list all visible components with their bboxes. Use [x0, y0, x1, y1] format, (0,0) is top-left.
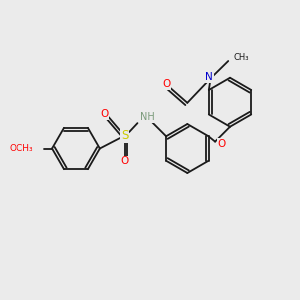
Text: NH: NH	[140, 112, 154, 122]
Text: O: O	[162, 79, 170, 89]
Text: O: O	[218, 139, 226, 149]
Text: S: S	[121, 129, 128, 142]
Text: O: O	[100, 109, 108, 119]
Text: OCH₃: OCH₃	[10, 144, 34, 153]
Text: O: O	[121, 156, 129, 166]
Text: N: N	[205, 72, 213, 82]
Text: CH₃: CH₃	[234, 53, 249, 62]
